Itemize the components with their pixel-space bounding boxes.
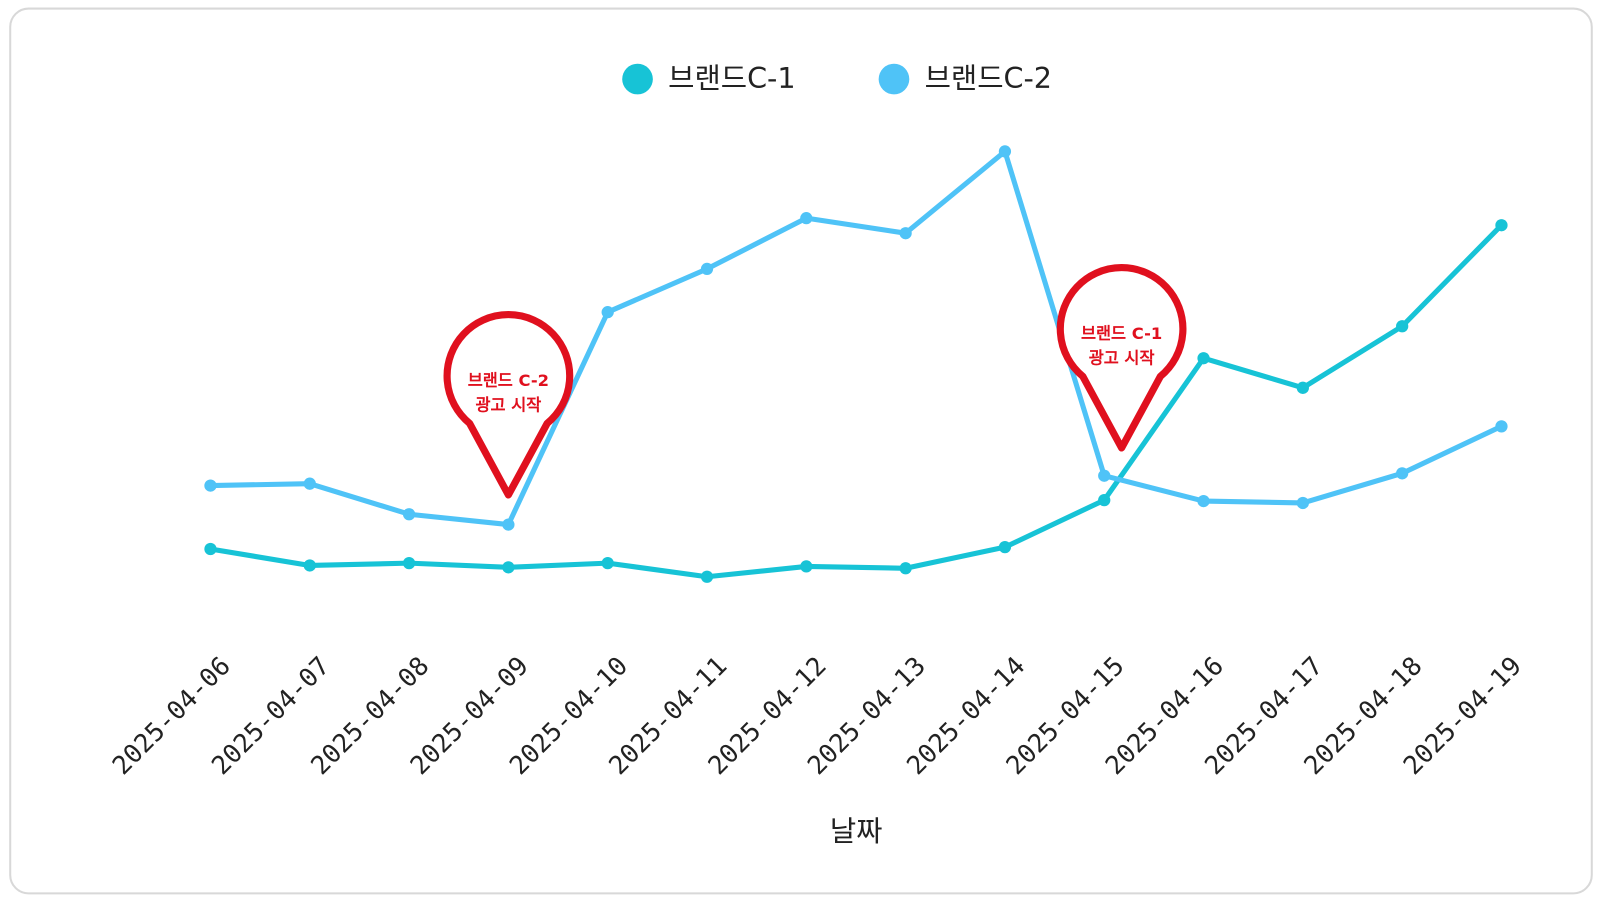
- point: [800, 560, 813, 573]
- card: [9, 7, 1593, 895]
- point: [700, 262, 714, 276]
- point: [1495, 219, 1508, 232]
- point: [899, 227, 912, 240]
- point: [800, 212, 813, 225]
- annotation: 브랜드 C-2 광고 시작: [443, 311, 574, 499]
- point: [899, 562, 912, 575]
- point: [1098, 469, 1111, 482]
- point: [1197, 352, 1210, 365]
- legend-swatch: [878, 63, 910, 95]
- annotation: 브랜드 C-1 광고 시작: [1056, 264, 1187, 452]
- point: [502, 518, 515, 531]
- legend-label: 브랜드C-1: [668, 61, 795, 95]
- point: [402, 556, 416, 570]
- point: [204, 479, 217, 492]
- annotation-text: 브랜드 C-2: [468, 371, 549, 390]
- annotation-text: 브랜드 C-1: [1081, 324, 1162, 343]
- point: [204, 542, 217, 556]
- annotation-pin: [1056, 264, 1187, 452]
- point: [998, 145, 1012, 158]
- line: [210, 223, 1504, 580]
- line: [210, 148, 1503, 528]
- point: [502, 561, 515, 574]
- point: [1296, 381, 1309, 394]
- point: [303, 559, 316, 572]
- point: [601, 556, 614, 570]
- point: [1396, 467, 1409, 480]
- legend-swatch: [622, 63, 653, 95]
- point: [601, 306, 614, 319]
- point: [700, 570, 714, 583]
- point: [998, 541, 1012, 554]
- annotation-text: 광고 시작: [475, 396, 541, 415]
- point: [1296, 496, 1309, 510]
- point: [1197, 494, 1210, 508]
- annotation-text: 광고 시작: [1089, 349, 1155, 368]
- annotation-pin: [443, 311, 574, 499]
- point: [1396, 320, 1409, 333]
- legend-label: 브랜드C-2: [925, 61, 1052, 95]
- point: [402, 508, 416, 521]
- point: [1098, 494, 1111, 507]
- x-axis-title: 날짜: [830, 814, 883, 848]
- point: [1495, 420, 1508, 433]
- point: [303, 477, 316, 490]
